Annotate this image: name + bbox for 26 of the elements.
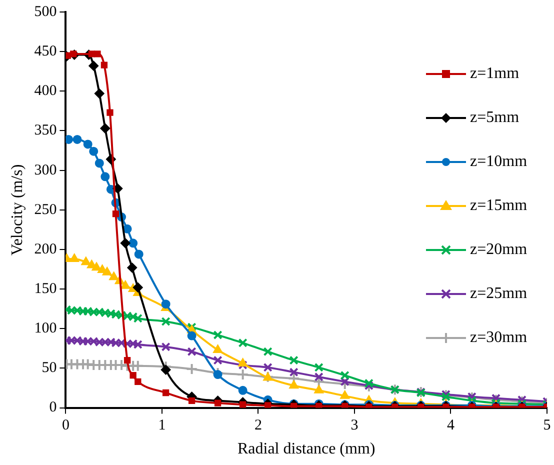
legend-label: z=20mm xyxy=(470,241,528,259)
y-tick-label: 0 xyxy=(49,400,57,416)
y-tick-label: 400 xyxy=(34,83,57,100)
y-tick-label: 500 xyxy=(34,4,57,20)
y-tick-label: 50 xyxy=(42,360,57,376)
y-tick-label: 200 xyxy=(34,241,57,258)
y-tick-label: 350 xyxy=(34,122,57,139)
legend-label: z=10mm xyxy=(470,153,528,171)
x-tick-label: 2 xyxy=(254,418,262,434)
y-axis-title: Velocity (m/s) xyxy=(8,164,26,256)
y-tick-label: 150 xyxy=(34,280,57,297)
x-tick-label: 3 xyxy=(350,418,358,434)
x-tick-label: 1 xyxy=(158,418,166,434)
x-axis-title: Radial distance (mm) xyxy=(237,440,376,458)
x-tick-label: 0 xyxy=(62,418,70,434)
legend-label: z=5mm xyxy=(470,109,520,127)
x-tick-label: 5 xyxy=(543,418,551,434)
legend-label: z=1mm xyxy=(470,65,520,83)
x-tick-label: 4 xyxy=(446,418,455,434)
y-tick-label: 250 xyxy=(34,202,57,218)
y-tick-label: 450 xyxy=(34,44,57,60)
legend-label: z=15mm xyxy=(470,197,528,215)
legend-label: z=25mm xyxy=(470,285,528,303)
y-tick-label: 300 xyxy=(34,162,57,178)
legend-label: z=30mm xyxy=(470,329,528,347)
y-tick-label: 100 xyxy=(34,320,57,337)
